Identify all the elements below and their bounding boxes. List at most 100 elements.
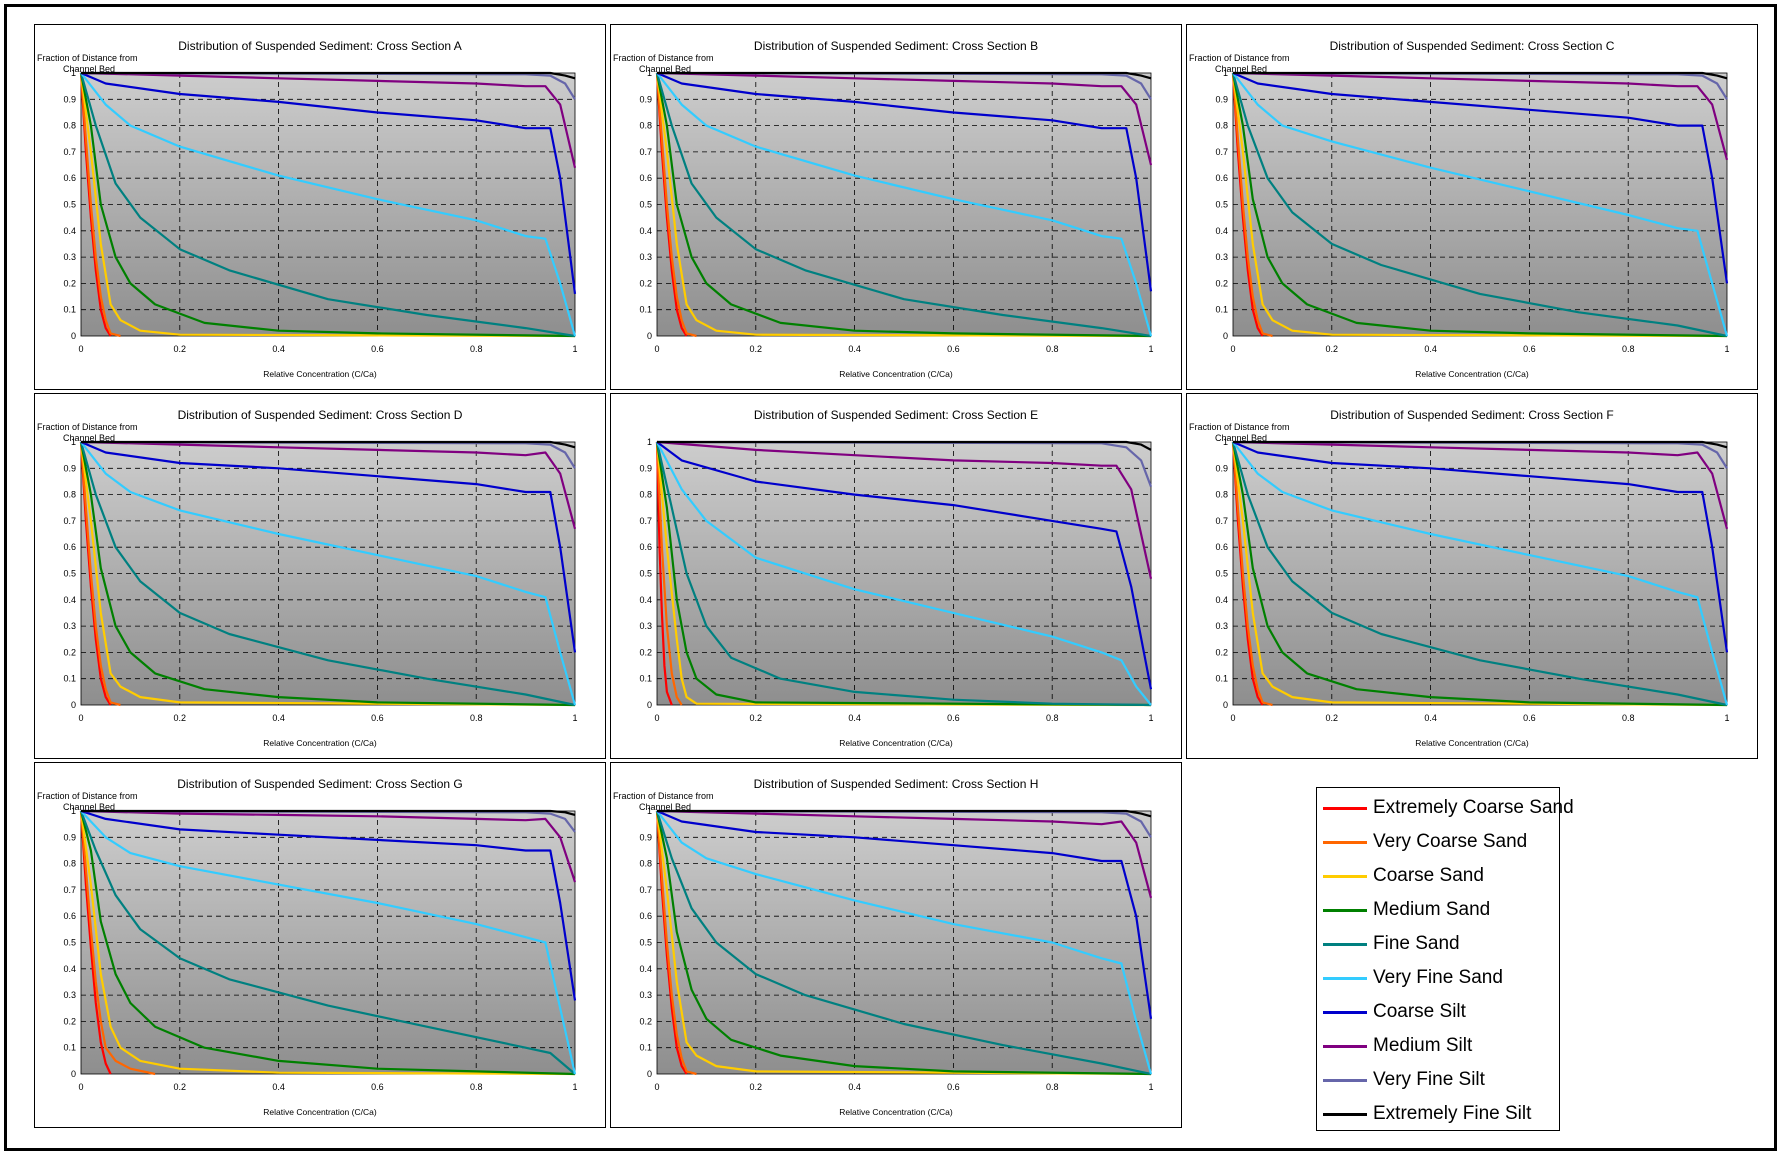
- panel-title: Distribution of Suspended Sediment: Cros…: [177, 408, 463, 422]
- series-line: [655, 810, 1152, 1076]
- series-line: [655, 441, 1152, 707]
- x-tick-label: 0.4: [848, 344, 861, 354]
- x-tick-label: 0.4: [1424, 713, 1437, 723]
- series-line: [79, 810, 576, 1076]
- plot-area: 0 0.1 0.2 0.3 0.4 0.5 0.6 0.7 0.8 0.9 1 0 0.2 0.4 0.6 0…: [639, 437, 1153, 723]
- y-tick-label: 0.6: [1215, 542, 1228, 552]
- y-tick-label: 0.1: [639, 674, 652, 684]
- chart-panel-d: Distribution of Suspended Sediment: Cros…: [34, 393, 606, 759]
- legend-swatch: [1323, 976, 1367, 980]
- y-tick-label: 0.7: [63, 147, 76, 157]
- series-line: [81, 71, 576, 80]
- chart-panel-g: Distribution of Suspended Sediment: Cros…: [34, 762, 606, 1128]
- y-tick-label: 0.2: [63, 1016, 76, 1026]
- series-line: [80, 441, 577, 706]
- y-tick-label: 0.2: [1215, 647, 1228, 657]
- y-axis-label: Fraction of Distance from Channel Bed: [1189, 53, 1290, 74]
- legend-swatch: [1323, 942, 1367, 946]
- y-axis-label: Fraction of Distance from Channel Bed: [37, 422, 138, 443]
- series-line: [655, 441, 683, 706]
- legend-label: Very Coarse Sand: [1373, 831, 1528, 852]
- x-tick-label: 0: [654, 713, 659, 723]
- x-tick-label: 0.2: [750, 1082, 763, 1092]
- y-tick-label: 1: [647, 437, 652, 447]
- chart-panel-h: Distribution of Suspended Sediment: Cros…: [610, 762, 1182, 1128]
- series-line: [1231, 72, 1728, 338]
- series-line: [656, 72, 1153, 337]
- x-tick-label: 1: [1148, 1082, 1153, 1092]
- x-tick-label: 0.2: [174, 1082, 187, 1092]
- series-line: [1233, 71, 1728, 80]
- series-line: [1231, 441, 1273, 707]
- y-tick-label: 0.8: [639, 859, 652, 869]
- series-line: [80, 440, 577, 530]
- series-line: [1231, 72, 1273, 338]
- legend-label: Extremely Coarse Sand: [1373, 797, 1574, 818]
- legend-item: Coarse Silt: [1323, 997, 1466, 1027]
- y-axis-label: Fraction of Distance from Channel Bed: [613, 53, 714, 74]
- y-tick-label: 0: [1223, 331, 1228, 341]
- plot-area: 0 0.1 0.2 0.3 0.4 0.5 0.6 0.7 0.8 0.9 1 0 0.2 0.4 0.6 0…: [639, 806, 1153, 1092]
- y-tick-label: 0.5: [63, 569, 76, 579]
- series-line: [656, 809, 1153, 1019]
- y-tick-label: 0: [1223, 700, 1228, 710]
- y-tick-label: 0.2: [63, 278, 76, 288]
- y-tick-label: 0.7: [639, 885, 652, 895]
- y-tick-label: 1: [1223, 437, 1228, 447]
- y-tick-label: 0.7: [639, 147, 652, 157]
- y-tick-label: 0.2: [639, 278, 652, 288]
- series-line: [1232, 72, 1729, 337]
- series-line: [655, 441, 1152, 707]
- y-tick-label: 0.3: [1215, 252, 1228, 262]
- x-tick-label: 0.2: [750, 713, 763, 723]
- x-tick-label: 0.8: [1622, 344, 1635, 354]
- series-line: [1232, 71, 1729, 161]
- series-line: [655, 810, 1152, 1076]
- y-tick-label: 0.4: [1215, 595, 1228, 605]
- x-tick-label: 0.2: [174, 713, 187, 723]
- x-axis-label: Relative Concentration (C/Ca): [1415, 369, 1529, 379]
- legend-swatch: [1323, 840, 1367, 844]
- y-tick-label: 0.7: [1215, 516, 1228, 526]
- series-line: [79, 72, 121, 338]
- series-line: [657, 809, 1152, 818]
- legend-label: Extremely Fine Silt: [1373, 1103, 1532, 1124]
- legend-label: Medium Sand: [1373, 899, 1491, 920]
- legend-item: Very Fine Silt: [1323, 1065, 1485, 1095]
- series-line: [656, 809, 1153, 899]
- y-tick-label: 0.4: [63, 964, 76, 974]
- chart-legend: Extremely Coarse Sand Very Coarse Sand C…: [1316, 787, 1574, 1131]
- legend-label: Very Fine Sand: [1373, 967, 1503, 988]
- y-tick-label: 0.3: [639, 621, 652, 631]
- x-tick-label: 0.6: [947, 713, 960, 723]
- x-tick-label: 0: [654, 344, 659, 354]
- y-tick-label: 0.5: [1215, 569, 1228, 579]
- y-tick-label: 0.7: [639, 516, 652, 526]
- series-line: [657, 71, 1152, 80]
- y-tick-label: 0: [647, 700, 652, 710]
- series-line: [79, 810, 112, 1075]
- legend-item: Very Fine Sand: [1323, 963, 1503, 993]
- x-axis-label: Relative Concentration (C/Ca): [263, 1107, 377, 1117]
- series-line: [657, 440, 1152, 451]
- series-line: [79, 810, 576, 1075]
- y-tick-label: 0.4: [63, 226, 76, 236]
- y-tick-label: 0.9: [63, 94, 76, 104]
- series-line: [1232, 71, 1729, 284]
- y-axis-label: Fraction of Distance from Channel Bed: [1189, 422, 1290, 443]
- chart-panel-f: Distribution of Suspended Sediment: Cros…: [1186, 393, 1758, 759]
- panel-title: Distribution of Suspended Sediment: Cros…: [1329, 39, 1615, 53]
- legend-item: Fine Sand: [1323, 929, 1460, 959]
- y-tick-label: 0.1: [63, 305, 76, 315]
- series-line: [81, 809, 576, 816]
- y-tick-label: 0.3: [639, 990, 652, 1000]
- legend-label: Very Fine Silt: [1373, 1069, 1485, 1090]
- y-tick-label: 0.9: [639, 832, 652, 842]
- y-tick-label: 0.9: [63, 832, 76, 842]
- x-tick-label: 0: [654, 1082, 659, 1092]
- y-tick-label: 0.8: [1215, 490, 1228, 500]
- y-tick-label: 0.1: [1215, 305, 1228, 315]
- y-tick-label: 0.9: [1215, 463, 1228, 473]
- plot-area: 0 0.1 0.2 0.3 0.4 0.5 0.6 0.7 0.8 0.9 1 0 0.2 0.4 0.6 0…: [63, 437, 577, 723]
- series-line: [655, 810, 1152, 1076]
